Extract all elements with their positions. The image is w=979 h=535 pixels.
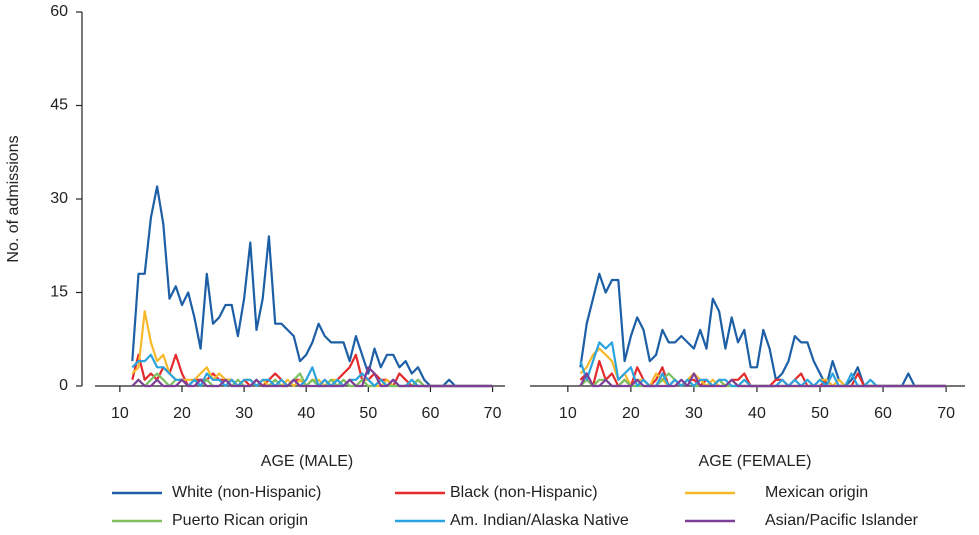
x-tick-label: 50 [811, 405, 829, 422]
x-tick-label: 10 [111, 405, 129, 422]
x-tick-label: 30 [235, 405, 253, 422]
legend-label: Asian/Pacific Islander [765, 512, 919, 529]
y-tick-label: 0 [59, 377, 68, 394]
legend-label: Puerto Rican origin [172, 512, 308, 529]
y-axis-title: No. of admissions [5, 135, 22, 262]
legend-label: Am. Indian/Alaska Native [450, 512, 629, 529]
series-line [579, 372, 947, 388]
x-axis-title: AGE (FEMALE) [699, 453, 812, 470]
legend-label: Mexican origin [765, 484, 868, 501]
x-axis-title: AGE (MALE) [261, 453, 353, 470]
x-tick-label: 40 [297, 405, 315, 422]
y-tick-label: 60 [50, 3, 68, 20]
x-tick-label: 70 [484, 405, 502, 422]
x-tick-label: 60 [874, 405, 892, 422]
x-tick-label: 40 [748, 405, 766, 422]
legend-label: Black (non-Hispanic) [450, 484, 598, 501]
series-line [131, 310, 493, 388]
series-line [579, 272, 947, 388]
x-tick-label: 10 [559, 405, 577, 422]
y-tick-label: 15 [50, 284, 68, 301]
x-tick-label: 30 [685, 405, 703, 422]
series-line [131, 185, 493, 388]
x-tick-label: 50 [359, 405, 377, 422]
series-line [131, 366, 493, 388]
y-tick-label: 45 [50, 97, 68, 114]
series-line [579, 341, 947, 388]
y-tick-label: 30 [50, 190, 68, 207]
x-tick-label: 20 [173, 405, 191, 422]
x-tick-label: 70 [937, 405, 955, 422]
legend-label: White (non-Hispanic) [172, 484, 321, 501]
x-tick-label: 60 [422, 405, 440, 422]
x-tick-label: 20 [622, 405, 640, 422]
